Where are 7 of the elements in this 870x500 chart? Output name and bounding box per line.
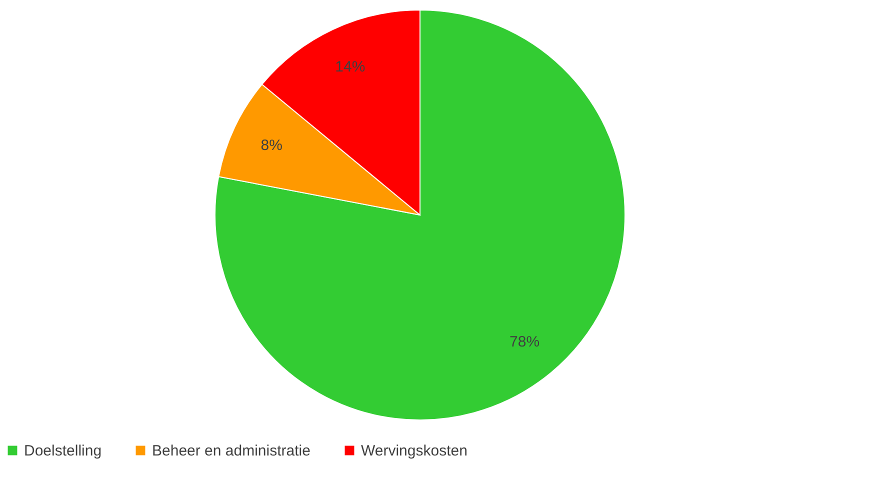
- data-label: 14%: [335, 58, 366, 76]
- legend-label: Wervingskosten: [361, 442, 468, 460]
- pie-slice: [214, 10, 626, 420]
- legend-label: Beheer en administratie: [152, 442, 310, 460]
- data-label: 8%: [260, 137, 282, 154]
- data-label: 78%: [510, 333, 540, 350]
- legend-label: Doelstelling: [24, 442, 102, 460]
